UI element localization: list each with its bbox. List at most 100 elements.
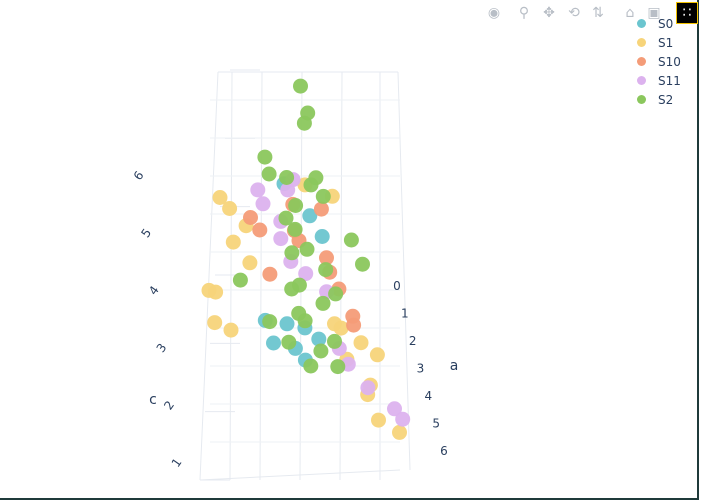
data-point	[297, 313, 313, 329]
data-point	[313, 343, 329, 359]
data-point	[371, 412, 386, 428]
zoom-icon[interactable]: ⚲	[518, 5, 530, 21]
data-point	[369, 347, 385, 363]
data-point	[261, 166, 277, 182]
legend-label: S2	[658, 92, 674, 107]
data-point	[343, 232, 359, 248]
data-point	[298, 266, 314, 282]
a-axis-label: a	[450, 358, 459, 374]
a-tick-label: 2	[409, 334, 417, 348]
data-point	[392, 424, 407, 440]
data-point	[308, 170, 324, 186]
modebar: ◉ ⚲ ✥ ⟲ ⇅ ⌂ ▣ ∷	[483, 2, 699, 24]
data-point	[281, 334, 297, 350]
data-point	[243, 210, 258, 225]
a-tick-label: 1	[401, 307, 409, 321]
c-axis-label: c	[149, 392, 157, 408]
data-point	[284, 281, 300, 297]
data-point	[303, 358, 319, 374]
c-tick-label: 5	[138, 226, 154, 240]
data-point	[284, 245, 300, 261]
legend-item-s11[interactable]: S11	[632, 71, 681, 90]
data-point	[278, 210, 294, 226]
legend-item-s1[interactable]: S1	[632, 33, 681, 52]
data-point	[223, 322, 239, 338]
data-point	[314, 229, 330, 244]
data-point	[302, 208, 318, 224]
c-tick-label: 3	[154, 341, 170, 355]
legend: S0 S1 S10 S11 S2	[632, 14, 681, 109]
data-point	[250, 182, 266, 198]
data-point	[387, 401, 402, 417]
data-point	[279, 316, 295, 332]
data-point	[212, 190, 228, 205]
data-point	[287, 221, 303, 237]
data-point	[395, 411, 411, 427]
grid-line	[199, 71, 219, 481]
a-tick-label: 6	[440, 444, 448, 458]
data-point	[208, 284, 224, 300]
data-point	[313, 201, 329, 217]
legend-label: S10	[658, 54, 681, 69]
legend-item-s0[interactable]: S0	[632, 14, 681, 33]
plotly-logo-icon[interactable]: ∷	[676, 2, 698, 24]
c-tick-label: 4	[146, 283, 162, 297]
data-point	[360, 380, 376, 396]
a-tick-label: 0	[393, 279, 401, 293]
turntable-icon[interactable]: ⇅	[592, 5, 604, 21]
home-icon[interactable]: ⌂	[625, 5, 635, 21]
camera-icon[interactable]: ◉	[487, 5, 501, 21]
a-tick-label: 3	[417, 362, 425, 376]
grid-line	[259, 71, 263, 481]
data-point	[273, 231, 289, 247]
legend-item-s2[interactable]: S2	[632, 90, 681, 109]
a-tick-label: 5	[432, 417, 440, 431]
data-point	[333, 320, 349, 336]
legend-marker	[637, 19, 646, 28]
legend-marker	[637, 38, 646, 47]
camera-view-icon[interactable]: ▣	[647, 5, 661, 21]
legend-item-s10[interactable]: S10	[632, 52, 681, 71]
legend-marker	[637, 57, 646, 66]
pan-icon[interactable]: ✥	[543, 5, 555, 21]
data-point	[330, 359, 346, 375]
data-point	[279, 170, 295, 185]
data-point	[315, 295, 331, 311]
grid-line	[229, 71, 233, 481]
grid-line	[339, 71, 343, 481]
legend-label: S0	[658, 16, 674, 31]
data-point	[257, 149, 273, 165]
data-point	[318, 262, 334, 278]
legend-label: S1	[658, 35, 674, 50]
data-point	[328, 286, 344, 302]
c-tick-label: 1	[169, 456, 185, 470]
a-tick-label: 4	[425, 389, 433, 403]
legend-marker	[637, 95, 646, 104]
data-point	[222, 201, 238, 216]
data-point	[252, 222, 268, 238]
data-point	[293, 78, 308, 94]
data-point	[262, 266, 278, 282]
data-point	[353, 335, 369, 351]
data-point	[232, 272, 248, 288]
data-point	[355, 256, 370, 272]
data-point	[296, 115, 312, 131]
data-point	[311, 331, 327, 347]
axis-grid	[199, 69, 411, 481]
data-point	[327, 333, 342, 349]
data-point	[346, 317, 362, 333]
orbit-icon[interactable]: ⟲	[568, 5, 580, 21]
data-point	[288, 198, 304, 213]
data-point	[299, 241, 315, 257]
data-point	[225, 234, 241, 250]
c-tick-label: 2	[161, 398, 177, 412]
data-point	[315, 188, 331, 204]
data-point	[319, 250, 334, 266]
data-point	[207, 315, 223, 331]
data-point	[255, 196, 271, 212]
legend-label: S11	[658, 73, 681, 88]
data-point	[262, 314, 278, 330]
data-points	[201, 78, 411, 440]
